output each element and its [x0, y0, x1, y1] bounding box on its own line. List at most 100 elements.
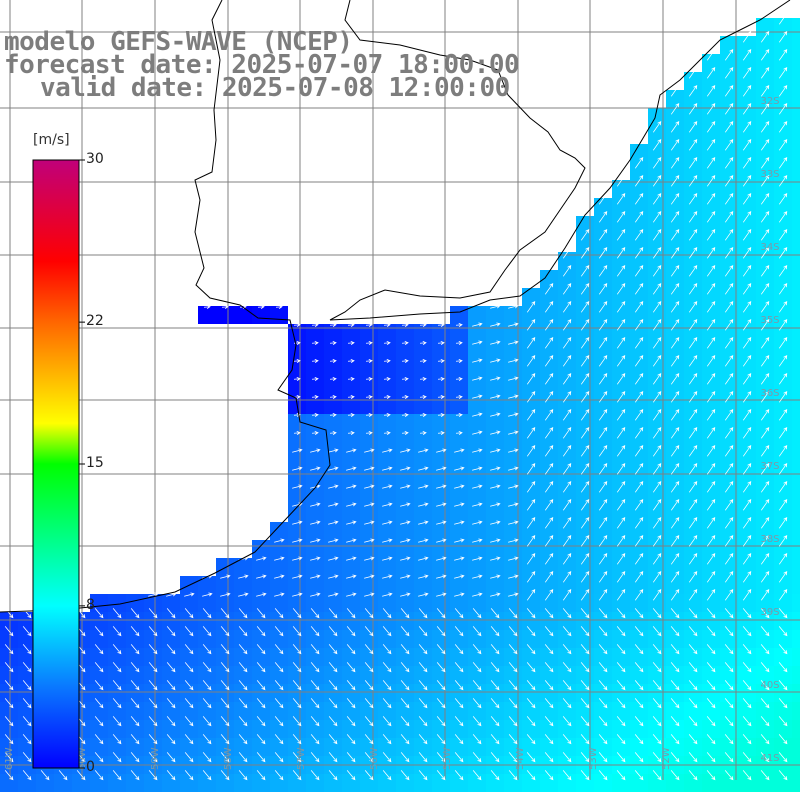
wind-arrow — [22, 662, 32, 673]
wind-cell — [576, 540, 594, 558]
wind-cell — [90, 720, 108, 738]
wind-arrow — [634, 192, 644, 205]
wind-arrow — [778, 192, 788, 205]
lon-label: 56W — [369, 747, 380, 770]
wind-cell — [270, 594, 288, 612]
wind-cell — [306, 486, 324, 504]
wind-arrow — [706, 408, 716, 421]
wind-cell — [738, 306, 756, 324]
wind-arrow — [220, 662, 230, 673]
wind-arrow — [580, 626, 590, 637]
wind-cell — [0, 648, 18, 666]
wind-cell — [774, 540, 792, 558]
wind-arrow — [22, 608, 32, 619]
wind-arrow — [401, 340, 409, 346]
wind-cell — [648, 126, 666, 144]
wind-cell — [630, 450, 648, 468]
wind-arrow — [382, 626, 392, 637]
wind-arrow — [292, 466, 303, 471]
wind-arrow — [94, 716, 104, 727]
model-title: modelo GEFS-WAVE (NCEP) — [4, 27, 353, 57]
wind-cell — [414, 612, 432, 630]
wind-arrow — [454, 698, 464, 709]
wind-arrow — [688, 498, 698, 511]
wind-cell — [756, 54, 774, 72]
wind-cell — [630, 468, 648, 486]
wind-arrow — [562, 372, 572, 385]
wind-arrow — [526, 716, 536, 727]
wind-arrow — [472, 538, 483, 543]
wind-arrow — [346, 716, 356, 727]
colorbar — [32, 159, 80, 769]
wind-cell — [522, 288, 540, 306]
wind-cell — [612, 252, 630, 270]
wind-arrow — [706, 752, 716, 763]
wind-arrow — [706, 246, 716, 259]
wind-arrow — [293, 358, 301, 364]
wind-cell — [0, 738, 18, 756]
wind-arrow — [688, 752, 698, 763]
wind-cell — [504, 414, 522, 432]
wind-arrow — [580, 534, 590, 547]
wind-cell — [648, 360, 666, 378]
wind-cell — [252, 630, 270, 648]
wind-arrow — [742, 390, 752, 403]
wind-arrow — [418, 538, 429, 543]
wind-cell — [774, 180, 792, 198]
wind-cell — [720, 540, 738, 558]
wind-cell — [522, 360, 540, 378]
wind-cell — [288, 540, 306, 558]
wind-cell — [522, 666, 540, 684]
wind-cell — [720, 270, 738, 288]
wind-arrow — [346, 626, 356, 637]
wind-cell — [594, 360, 612, 378]
wind-arrow — [400, 484, 411, 489]
wind-arrow — [778, 354, 788, 367]
wind-arrow — [418, 448, 429, 453]
wind-arrow — [329, 340, 337, 346]
wind-arrow — [58, 770, 68, 781]
wind-arrow — [778, 390, 788, 403]
wind-cell — [432, 630, 450, 648]
wind-arrow — [437, 322, 445, 328]
wind-cell — [270, 648, 288, 666]
forecast-date: forecast date: 2025-07-07 18:00:00 — [4, 50, 520, 80]
wind-arrow — [346, 592, 357, 597]
wind-cell — [432, 558, 450, 576]
wind-cell — [396, 684, 414, 702]
wind-arrow — [562, 498, 572, 511]
wind-cell — [324, 414, 342, 432]
wind-arrow — [238, 608, 248, 619]
wind-cell — [648, 540, 666, 558]
wind-cell — [648, 774, 666, 792]
wind-arrow — [436, 698, 446, 709]
wind-arrow — [490, 304, 501, 309]
wind-arrow — [472, 626, 482, 637]
wind-cell — [720, 666, 738, 684]
wind-cell — [774, 324, 792, 342]
wind-arrow — [742, 752, 752, 763]
wind-cell — [792, 774, 800, 792]
wind-cell — [684, 324, 702, 342]
wind-arrow — [274, 770, 284, 781]
wind-arrow — [598, 516, 608, 529]
wind-arrow — [634, 716, 644, 727]
wind-cell — [630, 396, 648, 414]
wind-arrow — [760, 102, 770, 115]
wind-cell — [774, 720, 792, 738]
wind-cell — [558, 702, 576, 720]
wind-arrow — [112, 680, 122, 691]
wind-arrow — [328, 520, 339, 525]
wind-cell — [666, 540, 684, 558]
wind-cell — [792, 18, 800, 36]
wind-arrow — [418, 502, 429, 507]
wind-arrow — [706, 102, 716, 115]
wind-cell — [504, 576, 522, 594]
wind-cell — [594, 612, 612, 630]
wind-cell — [504, 540, 522, 558]
wind-cell — [738, 54, 756, 72]
wind-cell — [720, 144, 738, 162]
wind-cell — [648, 144, 666, 162]
lat-label: 41S — [760, 753, 779, 764]
wind-arrow — [293, 430, 301, 436]
